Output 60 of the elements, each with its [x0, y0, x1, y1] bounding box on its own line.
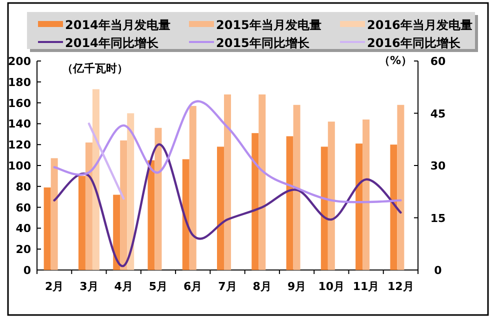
- y2-tick-label: 0: [434, 264, 442, 277]
- bar: [189, 106, 196, 270]
- x-tick-label: 12月: [388, 280, 414, 293]
- y-tick-label: 40: [16, 222, 32, 236]
- y2-tick-label: 30: [430, 160, 446, 172]
- x-tick-label: 4月: [114, 280, 133, 293]
- bar: [127, 113, 134, 270]
- bar: [224, 94, 231, 270]
- annotation: （%）: [378, 54, 412, 67]
- bar: [286, 136, 294, 270]
- bar: [182, 159, 190, 270]
- bar: [258, 94, 266, 270]
- y-tick-label: 80: [16, 180, 32, 194]
- x-tick-label: 10月: [318, 280, 345, 293]
- bar: [120, 140, 128, 270]
- annotation: （亿千瓦时）: [62, 62, 128, 75]
- legend-label: 2014年当月发电量: [65, 18, 170, 32]
- y-tick-label: 160: [8, 96, 32, 110]
- y-tick-label: 100: [8, 160, 32, 172]
- bar: [217, 146, 224, 270]
- x-tick-label: 6月: [184, 280, 202, 293]
- x-tick-label: 8月: [252, 280, 272, 293]
- y-tick-label: 200: [8, 55, 32, 68]
- bar: [362, 120, 370, 270]
- bar: [397, 104, 404, 270]
- y2-tick-label: 15: [430, 212, 446, 225]
- y-tick-label: 120: [8, 138, 32, 152]
- legend-label: 2015年当月发电量: [216, 18, 322, 32]
- legend-label: 2015年同比增长: [216, 36, 310, 50]
- x-tick-label: 5月: [148, 280, 168, 293]
- y-tick-label: 140: [8, 118, 32, 131]
- bar: [78, 176, 86, 270]
- x-tick-label: 11月: [352, 280, 380, 293]
- y-tick-label: 60: [16, 201, 32, 214]
- bar: [328, 122, 335, 270]
- bar: [154, 128, 162, 270]
- bar: [113, 194, 120, 270]
- bar: [85, 142, 92, 270]
- x-tick-label: 3月: [80, 280, 98, 293]
- bar: [50, 158, 58, 270]
- y-tick-label: 180: [8, 76, 32, 89]
- bar: [390, 144, 398, 270]
- y2-tick-label: 45: [430, 107, 446, 120]
- x-tick-label: 9月: [287, 280, 306, 293]
- bar: [320, 146, 328, 270]
- bar: [252, 133, 259, 270]
- legend-label: 2014年同比增长: [65, 36, 160, 50]
- x-tick-label: 7月: [218, 280, 237, 293]
- x-tick-label: 2月: [44, 280, 64, 293]
- bar: [148, 160, 155, 270]
- legend-label: 2016年同比增长: [367, 36, 462, 50]
- bar: [293, 104, 300, 270]
- bar: [356, 144, 363, 270]
- line-series: [53, 144, 402, 267]
- y-tick-label: 20: [16, 243, 32, 256]
- y2-tick-label: 60: [430, 55, 446, 68]
- y-tick-label: 0: [23, 264, 32, 277]
- bar: [92, 89, 100, 270]
- bar: [44, 187, 51, 270]
- legend-label: 2016年当月发电量: [367, 18, 472, 32]
